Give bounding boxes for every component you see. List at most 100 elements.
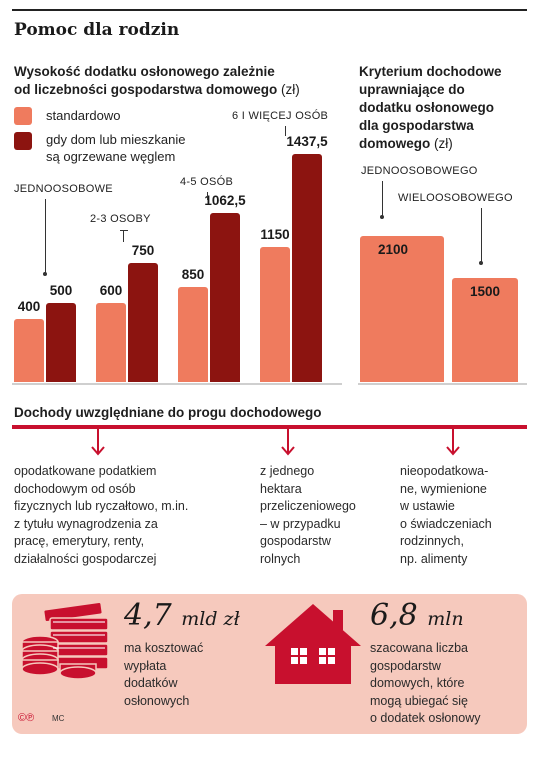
right-title-line5-wrap: domowego (zł)	[359, 135, 529, 153]
value-label: 850	[181, 267, 205, 282]
arrow-down-icon	[281, 429, 295, 456]
value-label: 1437,5	[286, 134, 328, 149]
page-title: Pomoc dla rodzin	[14, 20, 180, 40]
left-chart-title-line2-wrap: od liczebności gospodarstwa domowego (zł…	[14, 81, 354, 99]
value-label: 400	[17, 299, 41, 314]
top-rule	[12, 9, 527, 11]
text-line: opodatkowane podatkiem	[14, 464, 157, 478]
right-chart-baseline	[358, 383, 527, 385]
bar-coal-jednoosobowe	[46, 303, 76, 382]
group-label-jednoosobowe: JEDNOOSOBOWE	[14, 183, 113, 195]
right-chart-unit: (zł)	[434, 136, 453, 151]
pointer-line	[45, 199, 46, 274]
house-icon	[265, 604, 361, 684]
text-line: fizycznych lub ryczałtowo, m.in.	[14, 499, 189, 513]
income-section-title: Dochody uwzględniane do progu dochodoweg…	[14, 405, 322, 420]
text-line: pracę, emerytury, renty,	[14, 534, 145, 548]
pointer-tick	[120, 230, 128, 231]
text-line: dodatków	[124, 676, 178, 690]
bar-kryterium-wieloosobowego	[452, 278, 518, 382]
bar-standard-jednoosobowe	[14, 319, 44, 382]
text-line: gospodarstw	[260, 534, 331, 548]
value-label: 600	[99, 283, 123, 298]
income-item-untaxed: nieopodatkowa- ne, wymienione w ustawie …	[400, 463, 492, 568]
text-line: osłonowych	[124, 693, 190, 708]
text-line: w ustawie	[400, 499, 455, 513]
income-item-farm: z jednego hektara przeliczeniowego – w p…	[260, 463, 356, 568]
legend-swatch-standard	[14, 107, 32, 125]
arrow-down-icon	[91, 429, 105, 456]
right-title-line1: Kryterium dochodowe	[359, 64, 502, 79]
cost-figure: 4,7 mld zł	[124, 598, 240, 633]
text-line: rodzinnych,	[400, 534, 464, 548]
households-description: szacowana liczba gospodarstw domowych, k…	[370, 640, 481, 728]
text-line: – w przypadku	[260, 516, 341, 531]
text-line: z tytułu wynagrodzenia za	[14, 516, 158, 531]
bar-coal-4-5-osob	[210, 213, 240, 382]
arrow-down-icon	[446, 429, 460, 456]
pointer-line	[285, 126, 286, 136]
legend-label-coal: gdy dom lub mieszkanie są ogrzewane węgl…	[46, 131, 185, 165]
cost-number: 4,7	[124, 598, 172, 633]
households-figure: 6,8 mln	[370, 598, 464, 633]
text-line: przeliczeniowego	[260, 499, 356, 513]
pointer-dot	[380, 215, 384, 219]
cost-unit: mld zł	[181, 608, 240, 630]
right-title-line4: dla gospodarstwa	[359, 118, 474, 133]
pointer-line	[123, 230, 124, 242]
text-line: rolnych	[260, 551, 301, 566]
text-line: mogą ubiegać się	[370, 693, 468, 708]
left-chart-title-line1: Wysokość dodatku osłonowego zależnie	[14, 64, 275, 79]
left-chart-unit: (zł)	[281, 82, 300, 97]
money-stack-icon	[21, 601, 109, 680]
group-label-6-i-wiecej: 6 I WIĘCEJ OSÓB	[232, 110, 329, 122]
pointer-line	[207, 192, 208, 200]
pointer-line	[382, 181, 383, 217]
text-line: o świadczeniach	[400, 516, 492, 531]
right-title-line2: uprawniające do	[359, 82, 465, 97]
households-unit: mln	[427, 608, 464, 630]
text-line: o dodatek osłonowy	[370, 711, 481, 725]
text-line: dochodowym od osób	[14, 481, 136, 496]
text-line: z jednego	[260, 464, 315, 478]
cost-description: ma kosztować wypłata dodatków osłonowych	[124, 640, 203, 710]
legend-label-standard: standardowo	[46, 108, 121, 123]
left-chart-baseline	[12, 383, 342, 385]
bar-standard-6-i-wiecej	[260, 247, 290, 382]
category-label-wieloosobowego: WIELOOSOBOWEGO	[398, 192, 513, 204]
value-label: 1150	[260, 227, 290, 242]
copyright-icon: ©℗	[18, 712, 35, 724]
text-line: hektara	[260, 481, 302, 496]
bar-kryterium-jednoosobowego	[360, 236, 444, 382]
text-line: np. alimenty	[400, 551, 468, 566]
author-credit: MC	[52, 714, 65, 723]
category-label-jednoosobowego: JEDNOOSOBOWEGO	[361, 165, 478, 177]
right-title-line3: dodatku osłonowego	[359, 100, 494, 115]
income-item-taxed: opodatkowane podatkiem dochodowym od osó…	[14, 463, 188, 568]
text-line: ma kosztować	[124, 641, 204, 655]
value-label: 1500	[470, 284, 501, 299]
right-title-line5: domowego	[359, 136, 431, 151]
value-label: 2100	[378, 242, 409, 257]
households-number: 6,8	[370, 598, 418, 633]
bar-standard-4-5-osob	[178, 287, 208, 382]
group-label-4-5-osob: 4-5 OSÓB	[180, 176, 234, 188]
text-line: gospodarstw	[370, 658, 441, 673]
text-line: szacowana liczba	[370, 641, 468, 655]
left-chart-title: Wysokość dodatku osłonowego zależnie od …	[14, 63, 354, 99]
text-line: ne, wymienione	[400, 481, 487, 496]
legend-label-coal-line2: są ogrzewane węglem	[46, 149, 176, 164]
text-line: nieopodatkowa-	[400, 464, 489, 478]
pointer-dot	[43, 272, 47, 276]
right-chart-title: Kryterium dochodowe uprawniające do doda…	[359, 63, 529, 153]
bar-coal-6-i-wiecej	[292, 154, 322, 382]
group-label-2-3-osoby: 2-3 OSOBY	[90, 213, 151, 225]
income-divider	[12, 425, 527, 429]
text-line: działalności gospodarczej	[14, 551, 157, 566]
text-line: wypłata	[124, 658, 167, 673]
text-line: domowych, które	[370, 676, 465, 690]
value-label: 1062,5	[204, 193, 246, 208]
legend-label-coal-line1: gdy dom lub mieszkanie	[46, 132, 186, 147]
value-label: 500	[49, 283, 73, 298]
legend-swatch-coal	[14, 132, 32, 150]
